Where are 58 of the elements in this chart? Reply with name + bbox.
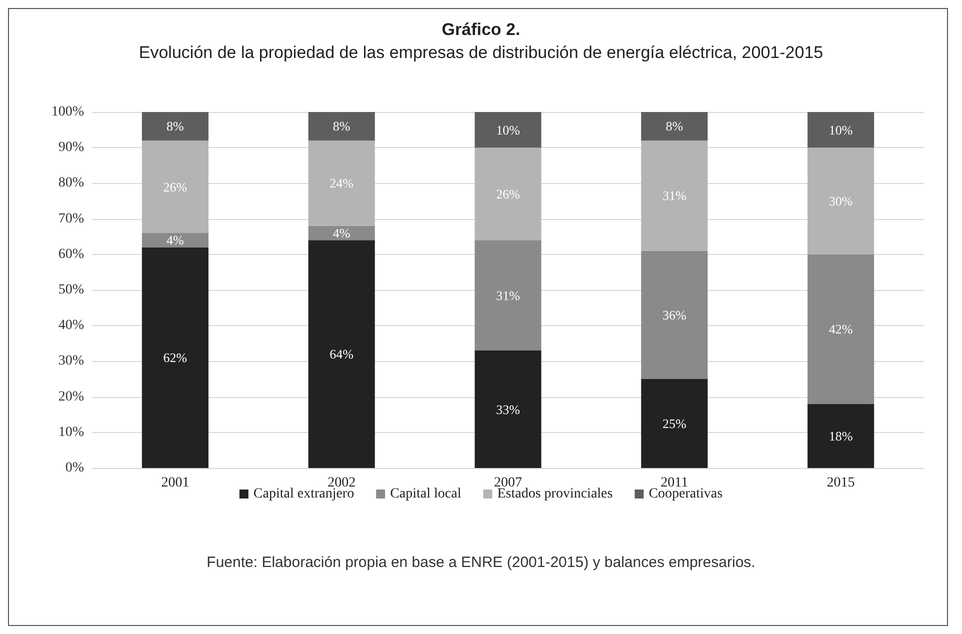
data-label: 24% <box>330 176 354 191</box>
bar <box>641 379 708 468</box>
legend-label: Estados provinciales <box>497 486 613 502</box>
data-label: 36% <box>662 307 686 322</box>
bar <box>641 250 708 379</box>
data-label: 4% <box>166 232 184 248</box>
bar <box>474 148 542 240</box>
bar <box>474 112 542 148</box>
data-label: 26% <box>496 186 520 202</box>
bar <box>308 240 375 468</box>
bar <box>808 254 874 404</box>
data-label: 8% <box>166 118 184 134</box>
data-label: 31% <box>496 288 520 303</box>
y-tick-label: 30% <box>58 354 84 369</box>
data-label: 4% <box>332 226 350 241</box>
source-note: Fuente: Elaboración propia en base a ENRE (2001-2015) y balances empresarios. <box>206 554 756 571</box>
chart-subtitle: Evolución de la propiedad de las empresas de distribución de energía eléctrica, 2001-2015 <box>138 43 824 62</box>
bar <box>142 140 208 234</box>
data-label: 33% <box>496 402 520 417</box>
data-label: 30% <box>828 194 853 208</box>
data-label: 26% <box>163 179 188 194</box>
y-tick-label: 20% <box>58 389 84 404</box>
data-label: 25% <box>662 416 686 431</box>
bar <box>641 112 708 140</box>
legend-label: Capital local <box>390 486 462 502</box>
data-label: 62% <box>163 350 188 366</box>
bar <box>808 148 874 254</box>
bar <box>308 112 375 140</box>
bar <box>142 112 208 140</box>
bar <box>474 240 542 351</box>
chart-title: Gráfico 2. <box>442 20 520 39</box>
bar <box>308 140 375 226</box>
bar <box>808 112 874 148</box>
y-tick-label: 60% <box>58 246 84 262</box>
data-label: 8% <box>332 118 350 134</box>
y-tick-label: 80% <box>58 176 84 191</box>
y-tick-label: 90% <box>58 140 84 156</box>
data-label: 18% <box>828 428 853 444</box>
data-label: 42% <box>828 322 853 337</box>
y-tick-label: 10% <box>58 424 84 440</box>
bar <box>142 247 208 468</box>
data-label: 8% <box>666 118 684 134</box>
y-tick-label: 100% <box>51 104 84 120</box>
y-tick-label: 50% <box>58 282 84 298</box>
data-label: 10% <box>828 122 853 138</box>
bar <box>474 350 542 468</box>
bar <box>308 226 375 240</box>
bar <box>142 233 208 248</box>
x-tick-label: 2001 <box>161 476 190 490</box>
bar <box>808 404 874 468</box>
bar <box>641 140 708 251</box>
x-tick-label: 2015 <box>826 476 855 490</box>
y-tick-label: 40% <box>58 318 84 334</box>
data-label: 31% <box>662 188 686 204</box>
y-tick-label: 70% <box>58 211 84 226</box>
y-tick-label: 0% <box>65 460 84 476</box>
data-label: 64% <box>330 346 354 362</box>
data-label: 10% <box>496 122 520 138</box>
